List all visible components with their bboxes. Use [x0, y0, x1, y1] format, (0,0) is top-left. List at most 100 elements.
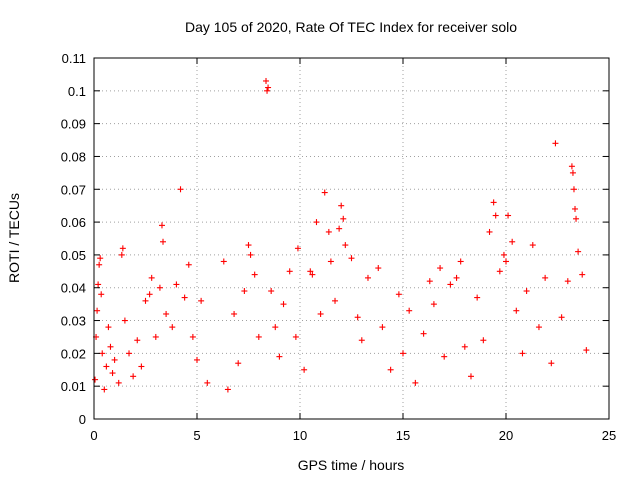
data-point — [340, 215, 347, 222]
y-tick-label: 0.1 — [68, 84, 86, 99]
y-tick-label: 0.05 — [61, 248, 86, 263]
data-point — [529, 242, 536, 249]
data-point — [336, 225, 343, 232]
data-point — [564, 278, 571, 285]
x-tick-label: 10 — [293, 428, 307, 443]
data-point — [523, 288, 530, 295]
x-tick-label: 0 — [90, 428, 97, 443]
data-point — [105, 324, 112, 331]
data-point — [109, 370, 116, 377]
data-point — [169, 324, 176, 331]
data-point — [570, 186, 577, 193]
data-point — [119, 245, 126, 252]
plot-frame — [93, 57, 610, 420]
data-point — [98, 291, 105, 298]
y-tick-label: 0 — [79, 412, 86, 427]
data-point — [97, 255, 104, 262]
data-point — [126, 350, 133, 357]
data-point — [354, 314, 361, 321]
data-point — [235, 360, 242, 367]
data-point — [412, 379, 419, 386]
data-point — [255, 333, 262, 340]
data-point — [379, 324, 386, 331]
data-points — [92, 77, 590, 393]
data-point — [572, 205, 579, 212]
y-tick-labels: 0 0.01 0.02 0.03 0.04 0.05 0.06 0.07 0.08 0.09 0.1… — [61, 51, 86, 427]
data-point — [103, 363, 110, 370]
data-point — [325, 228, 332, 235]
data-point — [467, 373, 474, 380]
data-point — [426, 278, 433, 285]
data-point — [558, 314, 565, 321]
data-point — [130, 373, 137, 380]
data-point — [307, 268, 314, 275]
data-point — [457, 258, 464, 265]
data-point — [111, 356, 118, 363]
data-point — [568, 163, 575, 170]
data-point — [364, 274, 371, 281]
data-point — [121, 317, 128, 324]
y-axis-label: ROTI / TECUs — [6, 193, 22, 283]
data-point — [447, 281, 454, 288]
data-point — [263, 77, 270, 84]
data-point — [505, 212, 512, 219]
data-point — [542, 274, 549, 281]
data-point — [474, 294, 481, 301]
data-point — [224, 386, 231, 393]
data-point — [453, 274, 460, 281]
data-point — [480, 337, 487, 344]
x-tick-label: 5 — [193, 428, 200, 443]
data-point — [134, 337, 141, 344]
data-point — [500, 251, 507, 258]
y-tick-label: 0.07 — [61, 182, 86, 197]
data-point — [309, 271, 316, 278]
data-point — [276, 353, 283, 360]
data-point — [375, 265, 382, 272]
data-point — [251, 271, 258, 278]
data-point — [152, 333, 159, 340]
data-point — [272, 324, 279, 331]
data-point — [185, 261, 192, 268]
y-tick-label: 0.09 — [61, 117, 86, 132]
data-point — [509, 238, 516, 245]
data-point — [241, 288, 248, 295]
data-point — [301, 366, 308, 373]
data-point — [348, 255, 355, 262]
data-point — [437, 265, 444, 272]
data-point — [148, 274, 155, 281]
data-point — [173, 281, 180, 288]
data-point — [583, 347, 590, 354]
data-point — [387, 366, 394, 373]
data-point — [492, 212, 499, 219]
data-point — [338, 202, 345, 209]
data-point — [358, 337, 365, 344]
data-point — [220, 258, 227, 265]
data-point — [118, 251, 125, 258]
data-point — [101, 386, 108, 393]
x-tick-label: 15 — [396, 428, 410, 443]
data-point — [156, 284, 163, 291]
data-point — [245, 242, 252, 249]
data-point — [94, 307, 101, 314]
data-point — [95, 281, 102, 288]
data-point — [321, 189, 328, 196]
data-point — [420, 330, 427, 337]
data-point — [265, 84, 272, 91]
data-point — [92, 376, 99, 383]
y-tick-label: 0.08 — [61, 149, 86, 164]
data-point — [158, 222, 165, 229]
grid-lines — [94, 58, 609, 419]
axis-ticks — [93, 57, 610, 420]
x-axis-label: GPS time / hours — [298, 457, 405, 473]
data-point — [231, 310, 238, 317]
data-point — [441, 353, 448, 360]
data-point — [163, 310, 170, 317]
data-point — [313, 219, 320, 226]
chart-title: Day 105 of 2020, Rate Of TEC Index for r… — [185, 19, 517, 35]
data-point — [286, 268, 293, 275]
y-tick-label: 0.01 — [61, 379, 86, 394]
data-point — [569, 169, 576, 176]
data-point — [264, 87, 271, 94]
data-point — [535, 324, 542, 331]
